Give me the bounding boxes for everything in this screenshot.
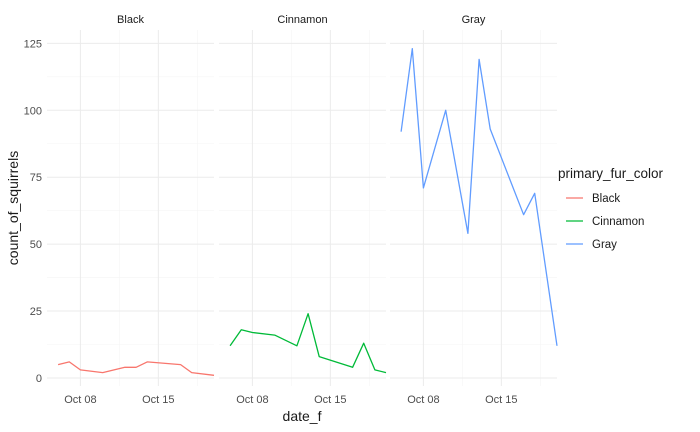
facet-panel-black: Oct 08 Oct 15 Black (47, 14, 215, 406)
x-tick-label: Oct 08 (64, 394, 96, 406)
facet-panel-gray: Oct 08 Oct 15 Gray (390, 14, 558, 406)
facet-panel-cinnamon: Oct 08 Oct 15 Cinnamon (219, 14, 387, 406)
x-tick-label: Oct 15 (314, 394, 346, 406)
x-tick-label: Oct 15 (485, 394, 517, 406)
legend-label: Black (592, 193, 620, 205)
y-tick-label: 100 (24, 105, 42, 117)
legend-title: primary_fur_color (558, 166, 664, 181)
x-tick-label: Oct 15 (142, 394, 174, 406)
x-tick-label: Oct 08 (407, 394, 439, 406)
x-axis-title: date_f (283, 408, 322, 424)
y-axis-title: count_of_squirrels (5, 151, 21, 265)
series-line-cinnamon (229, 313, 387, 374)
y-tick-label: 25 (30, 306, 42, 318)
y-tick-label: 125 (24, 38, 42, 50)
legend-entry-gray: Gray (566, 239, 617, 251)
series-line-gray (400, 48, 558, 346)
legend-label: Gray (592, 239, 617, 251)
legend-label: Cinnamon (592, 216, 644, 228)
y-axis: 0 25 50 75 100 125 (24, 38, 42, 385)
y-tick-label: 50 (30, 239, 42, 251)
x-tick-label: Oct 08 (236, 394, 268, 406)
facet-strip-label: Gray (462, 14, 486, 26)
facet-strip-label: Cinnamon (277, 14, 327, 26)
facet-strip-label: Black (117, 14, 144, 26)
y-tick-label: 0 (36, 373, 42, 385)
legend: primary_fur_color Black Cinnamon Gray (558, 166, 664, 251)
legend-entry-cinnamon: Cinnamon (566, 216, 644, 228)
series-line-black (57, 361, 215, 376)
legend-entry-black: Black (566, 193, 620, 205)
y-tick-label: 75 (30, 172, 42, 184)
